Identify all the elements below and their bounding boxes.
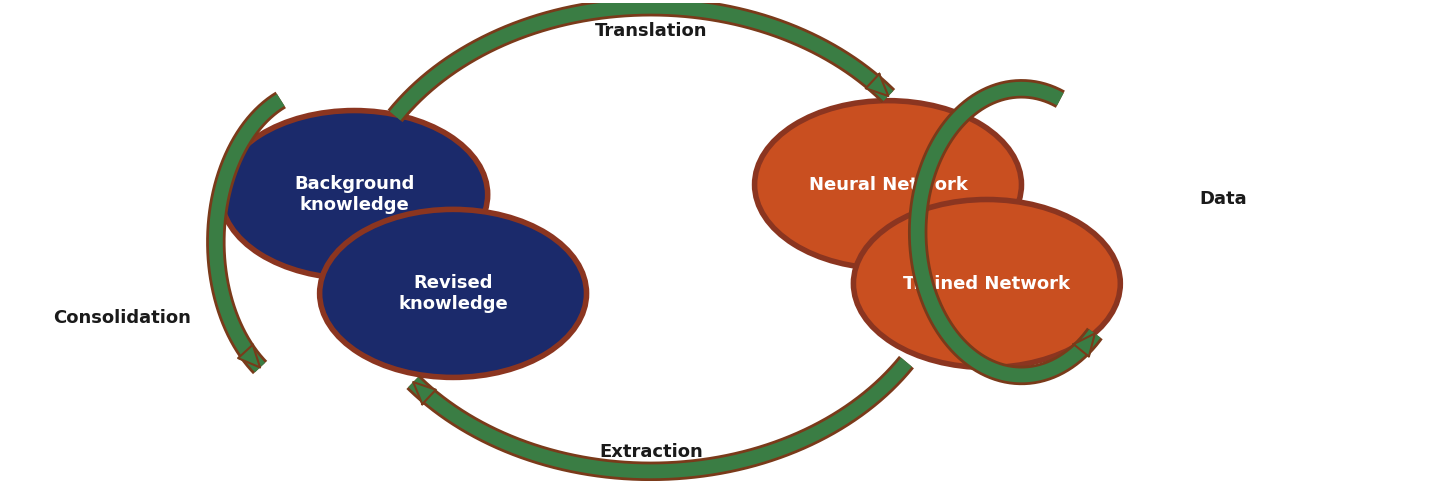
Polygon shape: [1074, 333, 1094, 357]
Text: Translation: Translation: [595, 22, 707, 41]
Ellipse shape: [853, 199, 1120, 367]
Ellipse shape: [221, 110, 488, 279]
Polygon shape: [238, 345, 260, 367]
Polygon shape: [414, 382, 435, 404]
Text: Consolidation: Consolidation: [53, 309, 191, 327]
Ellipse shape: [754, 101, 1021, 269]
Text: Data: Data: [1199, 191, 1246, 209]
Text: Trained Network: Trained Network: [903, 274, 1070, 292]
Text: Background
knowledge: Background knowledge: [294, 175, 415, 214]
Ellipse shape: [320, 210, 586, 378]
Text: Extraction: Extraction: [599, 442, 702, 461]
Text: Revised
knowledge: Revised knowledge: [398, 274, 508, 313]
Polygon shape: [866, 74, 889, 96]
Text: Neural Network: Neural Network: [808, 176, 968, 194]
